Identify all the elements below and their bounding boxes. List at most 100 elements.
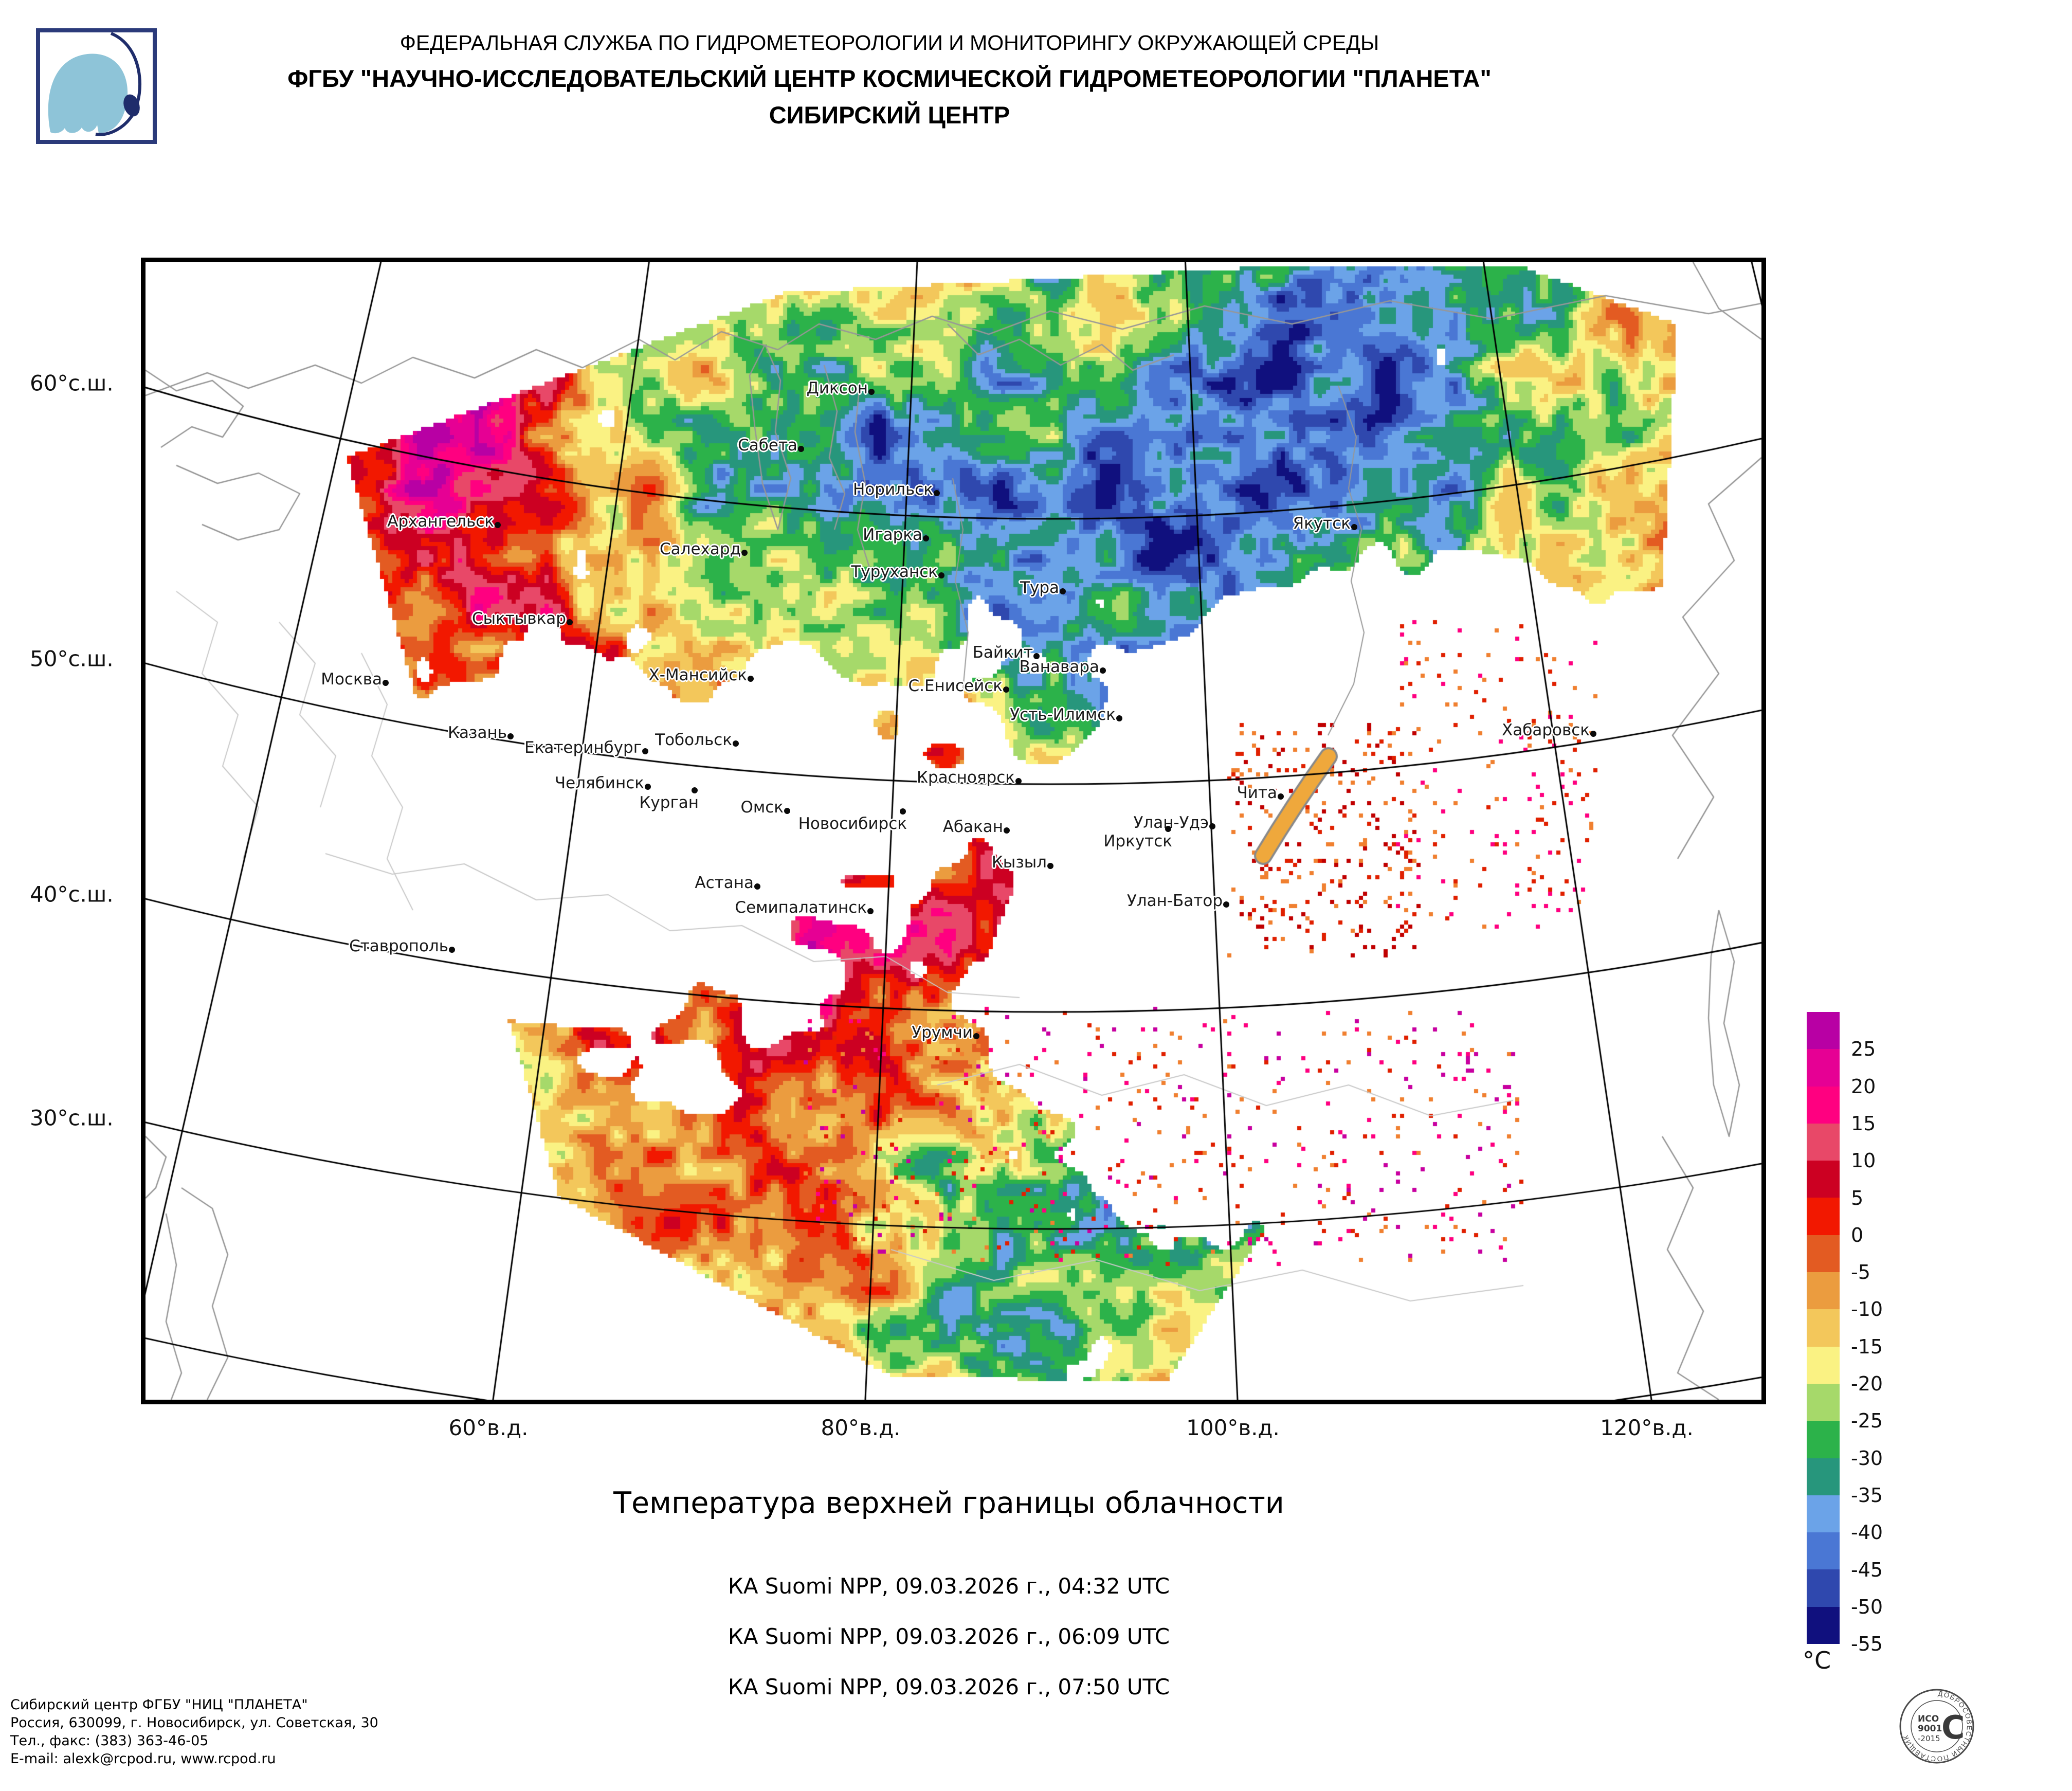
stamp-9001: 9001 (1918, 1724, 1942, 1734)
city-dot-Тобольск (733, 740, 739, 747)
city-dot-Семипалатинск (867, 908, 874, 914)
city-label-Тобольск: Тобольск (655, 731, 732, 749)
header-agency: ФЕДЕРАЛЬНАЯ СЛУЖБА ПО ГИДРОМЕТЕОРОЛОГИИ … (399, 31, 1379, 55)
colorbar-segment-5 (1807, 1198, 1840, 1235)
city-dot-Курган (692, 787, 698, 793)
colorbar-label-10: 10 (1851, 1149, 1876, 1172)
satellite-pass-1: КА Suomi NPP, 09.03.2026 г., 04:32 UTC (728, 1573, 1170, 1599)
city-label-Иркутск: Иркутск (1103, 832, 1172, 851)
city-dot-Усть-Илимск (1116, 715, 1122, 721)
city-dot-Х-Мансийск (748, 676, 754, 682)
colorbar-label--40: -40 (1851, 1521, 1883, 1544)
city-dot-Москва (383, 680, 389, 686)
colorbar-segment-9 (1807, 1346, 1840, 1384)
colorbar-label--25: -25 (1851, 1409, 1883, 1433)
map-frame: Диксон Сабета Норильск Архангельск Якутск Ига… (141, 258, 1766, 1404)
colorbar-segment-8 (1807, 1309, 1840, 1347)
stamp-glyph: С (1941, 1709, 1965, 1746)
city-dot-Игарка (923, 535, 929, 541)
city-label-Тура: Тура (1020, 578, 1059, 597)
city-label-С.Енисейск: С.Енисейск (908, 677, 1003, 695)
logo-satellite (123, 94, 140, 117)
city-label-Ванавара: Ванавара (1019, 658, 1099, 676)
colorbar-label-20: 20 (1851, 1075, 1876, 1098)
city-label-Астана: Астана (695, 874, 754, 892)
colorbar-label--20: -20 (1851, 1372, 1883, 1395)
city-dot-Астана (754, 883, 760, 890)
city-label-Усть-Илимск: Усть-Илимск (1010, 705, 1116, 724)
city-dot-Якутск (1351, 524, 1357, 530)
colorbar-segment-14 (1807, 1532, 1840, 1570)
header: ФЕДЕРАЛЬНАЯ СЛУЖБА ПО ГИДРОМЕТЕОРОЛОГИИ … (0, 31, 1779, 129)
city-dot-Хабаровск (1590, 731, 1596, 737)
lat-label-50°с.ш.: 50°с.ш. (30, 646, 114, 672)
contact-phone: Тел., факс: (383) 363-46-05 (10, 1733, 209, 1749)
city-label-Абакан: Абакан (942, 818, 1003, 836)
city-dot-Чита (1278, 793, 1284, 800)
colorbar-segment-13 (1807, 1495, 1840, 1533)
city-dot-Новосибирск (900, 808, 906, 815)
colorbar-segment-16 (1807, 1606, 1840, 1644)
city-label-Норильск: Норильск (853, 480, 933, 499)
colorbar-label--30: -30 (1851, 1446, 1883, 1470)
logo-earth-cloud (48, 53, 128, 134)
city-dot-Казань (507, 733, 514, 739)
temperature-colorbar (1807, 1012, 1840, 1644)
colorbar-segment-2 (1807, 1086, 1840, 1124)
city-label-Семипалатинск: Семипалатинск (735, 898, 867, 917)
city-label-Кызыл: Кызыл (991, 853, 1047, 872)
city-label-Хабаровск: Хабаровск (1501, 721, 1590, 739)
colorbar-segment-0 (1807, 1012, 1840, 1050)
colorbar-label--50: -50 (1851, 1595, 1883, 1618)
colorbar-segment-4 (1807, 1161, 1840, 1198)
city-label-Диксон: Диксон (806, 379, 868, 397)
lat-label-40°с.ш.: 40°с.ш. (30, 881, 114, 907)
colorbar-segment-15 (1807, 1569, 1840, 1607)
lat-label-30°с.ш.: 30°с.ш. (30, 1105, 114, 1131)
city-dot-Абакан (1004, 827, 1010, 834)
contact-info: Сибирский центр ФГБУ "НИЦ "ПЛАНЕТА" Росс… (10, 1696, 378, 1768)
colorbar-segment-7 (1807, 1272, 1840, 1310)
colorbar-label--35: -35 (1851, 1484, 1883, 1507)
city-dot-Байкит (1033, 653, 1040, 659)
stamp-inner-ring (1911, 1700, 1963, 1752)
header-institution: ФГБУ "НАУЧНО-ИССЛЕДОВАТЕЛЬСКИЙ ЦЕНТР КОС… (287, 65, 1492, 92)
city-label-Красноярск: Красноярск (916, 768, 1015, 787)
city-dot-Тура (1060, 588, 1066, 594)
city-dot-Улан-Батор (1223, 901, 1229, 908)
city-label-Новосибирск: Новосибирск (798, 815, 907, 833)
city-label-Х-Мансийск: Х-Мансийск (648, 666, 747, 684)
city-dot-Сыктывкар (567, 619, 573, 625)
city-label-Урумчи: Урумчи (912, 1023, 973, 1042)
city-label-Ставрополь: Ставрополь (349, 937, 448, 955)
city-label-Курган: Курган (639, 793, 699, 812)
city-label-Салехард: Салехард (660, 540, 741, 558)
colorbar-label--45: -45 (1851, 1558, 1883, 1581)
city-label-Туруханск: Туруханск (851, 563, 938, 581)
city-dot-Туруханск (938, 572, 944, 578)
city-dot-Урумчи (973, 1033, 979, 1039)
colorbar-segment-3 (1807, 1123, 1840, 1161)
city-dot-Архангельск (495, 522, 501, 528)
stamp-iso: ИСО (1918, 1714, 1939, 1724)
satellite-imagery-canvas (146, 262, 1761, 1400)
colorbar-label-5: 5 (1851, 1186, 1864, 1209)
colorbar-segment-1 (1807, 1049, 1840, 1087)
colorbar-label-25: 25 (1851, 1038, 1876, 1061)
city-dot-Диксон (868, 389, 875, 395)
lon-label-60°в.д.: 60°в.д. (448, 1415, 529, 1440)
city-dot-Ставрополь (449, 947, 455, 953)
city-label-Байкит: Байкит (972, 643, 1033, 662)
city-label-Казань: Казань (447, 723, 507, 742)
colorbar-label-0: 0 (1851, 1223, 1864, 1246)
city-dot-Кызыл (1047, 863, 1053, 869)
city-dot-Салехард (741, 550, 748, 556)
colorbar-label--55: -55 (1851, 1633, 1883, 1656)
satellite-pass-2: КА Suomi NPP, 09.03.2026 г., 06:09 UTC (728, 1624, 1170, 1649)
map-title: Температура верхней границы облачности (613, 1486, 1284, 1520)
city-dot-Екатеринбург (642, 748, 648, 754)
city-label-Сабета: Сабета (738, 436, 797, 455)
city-label-Якутск: Якутск (1293, 514, 1351, 533)
agency-logo (36, 28, 157, 146)
colorbar-label-15: 15 (1851, 1112, 1876, 1135)
